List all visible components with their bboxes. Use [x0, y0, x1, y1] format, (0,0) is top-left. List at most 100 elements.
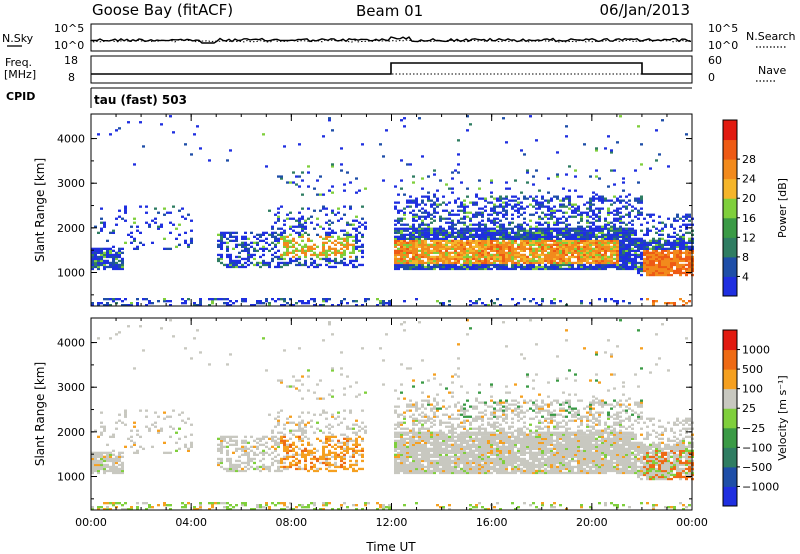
- heatmap-cell: [310, 461, 313, 465]
- heatmap-cell: [430, 199, 433, 202]
- heatmap-cell: [319, 209, 322, 212]
- heatmap-cell: [673, 257, 676, 261]
- heatmap-cell: [448, 213, 451, 216]
- heatmap-cell: [556, 173, 559, 176]
- heatmap-cell: [664, 271, 667, 275]
- heatmap-cell: [190, 237, 193, 241]
- heatmap-cell: [196, 304, 199, 307]
- heatmap-cell: [283, 261, 286, 265]
- heatmap-cell: [478, 241, 481, 245]
- heatmap-cell: [568, 231, 571, 235]
- heatmap-cell: [118, 455, 121, 459]
- heatmap-cell: [571, 205, 574, 208]
- heatmap-cell: [547, 245, 550, 249]
- heatmap-cell: [400, 243, 403, 247]
- heatmap-cell: [262, 263, 265, 267]
- heatmap-cell: [193, 508, 196, 511]
- heatmap-cell: [604, 251, 607, 255]
- heatmap-cell: [421, 215, 424, 218]
- heatmap-cell: [436, 449, 439, 453]
- heatmap-cell: [157, 211, 160, 214]
- heatmap-cell: [556, 241, 559, 245]
- heatmap-cell: [670, 223, 673, 226]
- heatmap-cell: [493, 205, 496, 208]
- heatmap-cell: [469, 211, 472, 214]
- heatmap-cell: [655, 255, 658, 259]
- heatmap-cell: [430, 257, 433, 261]
- heatmap-cell: [415, 449, 418, 453]
- heatmap-cell: [280, 459, 283, 463]
- heatmap-cell: [91, 451, 94, 455]
- heatmap-cell: [352, 247, 355, 251]
- heatmap-cell: [457, 265, 460, 269]
- heatmap-cell: [589, 245, 592, 249]
- heatmap-cell: [586, 215, 589, 218]
- heatmap-cell: [550, 233, 553, 237]
- heatmap-cell: [424, 447, 427, 451]
- heatmap-cell: [679, 247, 682, 251]
- heatmap-cell: [397, 221, 400, 224]
- heatmap-cell: [589, 233, 592, 237]
- heatmap-cell: [415, 203, 418, 206]
- heatmap-cell: [529, 235, 532, 239]
- heatmap-cell: [565, 229, 568, 232]
- heatmap-cell: [595, 227, 598, 230]
- heatmap-cell: [496, 233, 499, 237]
- heatmap-cell: [325, 255, 328, 259]
- heatmap-cell: [580, 263, 583, 267]
- heatmap-cell: [313, 457, 316, 461]
- heatmap-cell: [127, 325, 130, 328]
- heatmap-cell: [457, 251, 460, 255]
- heatmap-cell: [592, 259, 595, 263]
- heatmap-cell: [433, 255, 436, 259]
- heatmap-cell: [601, 247, 604, 251]
- heatmap-cell: [418, 449, 421, 453]
- heatmap-cell: [349, 235, 352, 239]
- heatmap-cell: [307, 389, 310, 392]
- heatmap-cell: [454, 239, 457, 243]
- heatmap-cell: [295, 457, 298, 461]
- heatmap-cell: [535, 237, 538, 241]
- heatmap-cell: [556, 217, 559, 220]
- heatmap-cell: [613, 241, 616, 245]
- heatmap-cell: [322, 237, 325, 241]
- heatmap-cell: [250, 449, 253, 453]
- heatmap-cell: [517, 235, 520, 239]
- heatmap-cell: [481, 249, 484, 253]
- heatmap-cell: [508, 259, 511, 263]
- heatmap-cell: [250, 445, 253, 449]
- heatmap-cell: [574, 239, 577, 243]
- heatmap-cell: [340, 300, 343, 303]
- heatmap-cell: [337, 411, 340, 414]
- heatmap-cell: [595, 237, 598, 241]
- heatmap-cell: [577, 237, 580, 241]
- heatmap-cell: [445, 245, 448, 249]
- heatmap-cell: [493, 237, 496, 241]
- heatmap-cell: [442, 217, 445, 220]
- heatmap-cell: [292, 375, 295, 378]
- heatmap-cell: [400, 427, 403, 430]
- heatmap-cell: [559, 209, 562, 212]
- heatmap-cell: [319, 263, 322, 267]
- heatmap-cell: [352, 463, 355, 467]
- heatmap-cell: [541, 203, 544, 206]
- heatmap-cell: [403, 427, 406, 430]
- heatmap-cell: [418, 447, 421, 451]
- heatmap-cell: [646, 241, 649, 245]
- heatmap-cell: [667, 259, 670, 263]
- heatmap-cell: [433, 261, 436, 265]
- heatmap-cell: [451, 187, 454, 190]
- heatmap-cell: [619, 249, 622, 253]
- heatmap-cell: [253, 253, 256, 257]
- heatmap-cell: [328, 233, 331, 237]
- heatmap-cell: [481, 302, 484, 305]
- colorbar-tick-label: 24: [742, 173, 756, 186]
- heatmap-cell: [472, 247, 475, 251]
- heatmap-cell: [499, 199, 502, 202]
- heatmap-cell: [412, 471, 415, 475]
- heatmap-cell: [241, 467, 244, 471]
- heatmap-cell: [286, 385, 289, 388]
- heatmap-cell: [478, 251, 481, 255]
- heatmap-cell: [115, 421, 118, 424]
- heatmap-cell: [325, 445, 328, 449]
